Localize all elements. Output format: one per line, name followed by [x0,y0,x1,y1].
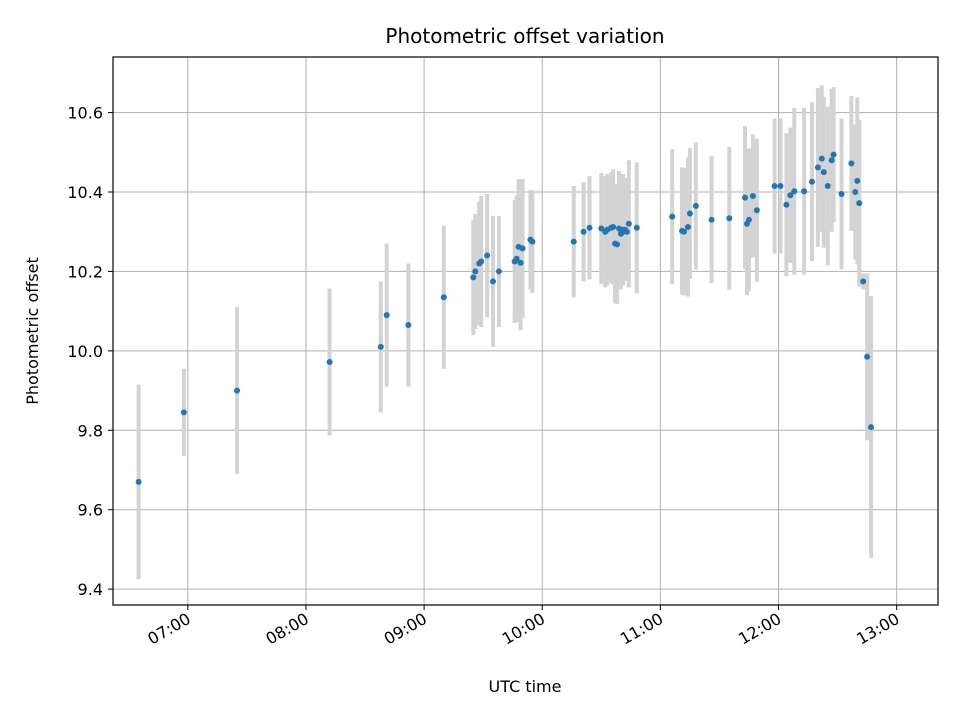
data-points [135,151,875,485]
y-tick-label: 10.4 [67,183,103,202]
data-point [824,183,831,190]
data-point [771,183,778,190]
data-point [777,183,784,190]
data-point [745,216,752,223]
data-point [405,322,412,329]
data-point [383,312,390,319]
data-point [860,278,867,285]
data-point [808,178,815,185]
data-point [478,258,485,265]
data-point [791,188,798,195]
data-point [868,424,875,431]
data-point [623,228,630,235]
data-point [749,192,756,199]
data-point [519,245,526,252]
data-point [610,223,617,230]
data-point [440,294,447,301]
y-tick-label: 10.2 [67,262,103,281]
data-point [326,358,333,365]
data-point [830,151,837,158]
data-point [742,194,749,201]
data-point [708,216,715,223]
data-point [686,210,693,217]
data-point [135,478,142,485]
data-point [470,274,477,281]
y-tick-label: 10.6 [67,104,103,123]
data-point [681,228,688,235]
data-point [513,255,520,262]
plot-frame [112,56,939,606]
x-axis-label: UTC time [489,677,562,696]
y-axis-label: Photometric offset [23,257,42,405]
y-tick-label: 9.4 [78,580,103,599]
data-point [852,189,859,196]
data-point [692,202,699,209]
data-point [580,228,587,235]
data-point [726,215,733,222]
data-point [818,155,825,162]
data-point [570,238,577,245]
data-point [864,353,871,360]
data-point [180,409,187,416]
data-point [854,177,861,184]
data-point [484,252,491,259]
data-point [614,241,621,248]
data-point [814,164,821,171]
y-tick-label: 10.0 [67,342,103,361]
grid [113,57,938,605]
data-point [633,224,640,231]
data-point [753,207,760,214]
data-point [234,387,241,394]
data-point [495,268,502,275]
data-point [517,259,524,266]
data-point [820,169,827,176]
data-point [377,343,384,350]
data-point [838,191,845,197]
chart-title: Photometric offset variation [385,24,664,48]
data-point [801,188,808,195]
data-point [529,238,536,245]
data-point [472,268,479,275]
data-point [787,192,794,199]
data-point [848,160,855,167]
data-point [586,224,593,231]
data-point [828,157,835,164]
data-point [684,223,691,230]
data-point [783,201,790,208]
data-point [490,278,497,285]
y-tick-label: 9.8 [78,421,103,440]
y-tick-label: 9.6 [78,501,103,520]
data-point [856,200,863,207]
data-point [669,213,676,220]
data-point [625,220,632,227]
